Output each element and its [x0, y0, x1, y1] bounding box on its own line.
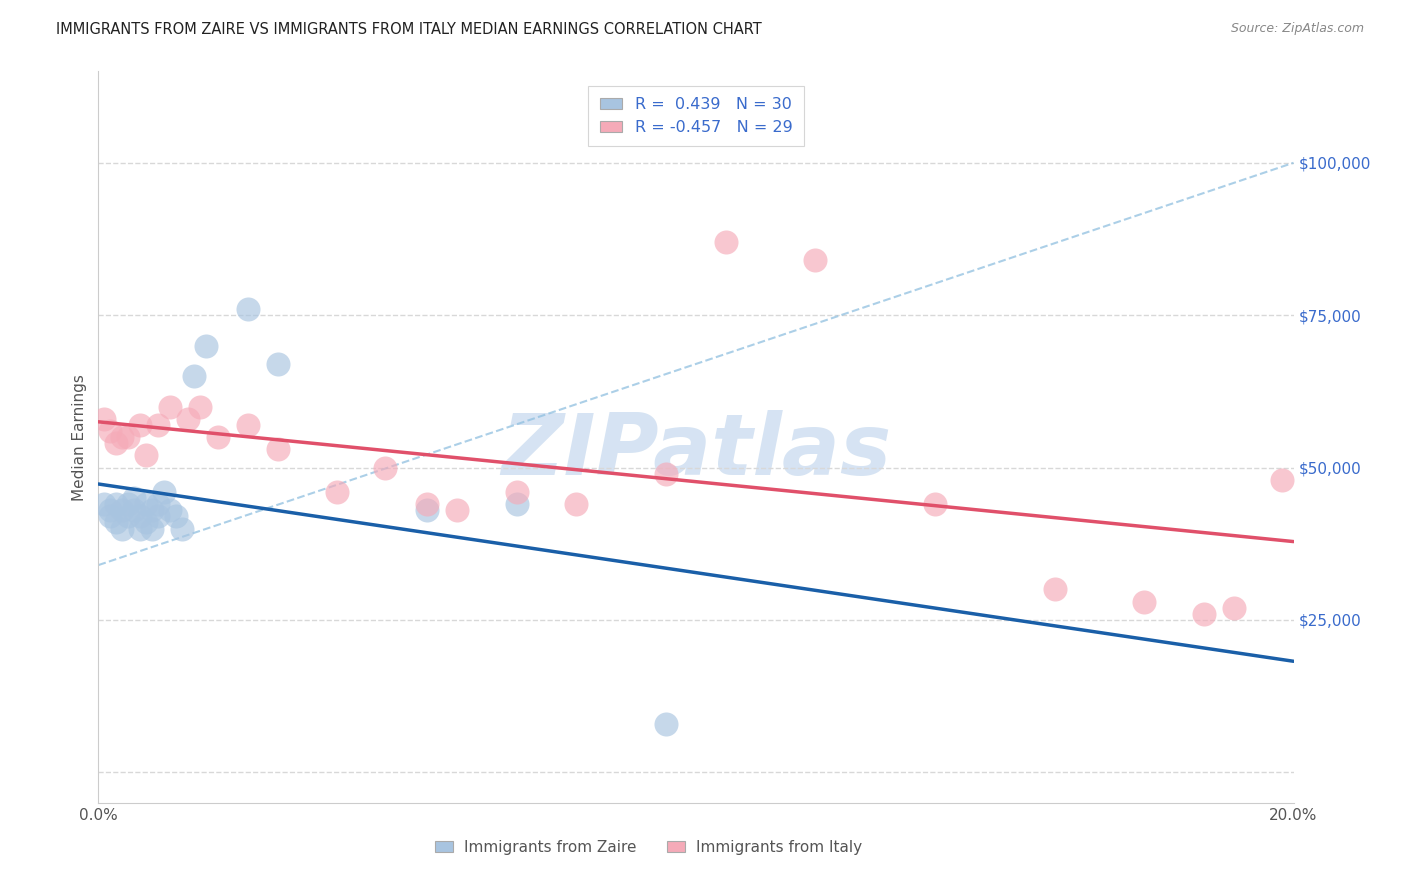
Point: [1192, 607, 1215, 621]
Point: [195, 338, 218, 352]
Point: [267, 357, 290, 371]
Point: [236, 301, 259, 317]
Point: [416, 503, 439, 517]
Point: [655, 716, 678, 731]
Point: [129, 417, 152, 432]
Point: [565, 497, 588, 511]
Point: [111, 521, 134, 535]
Point: [1271, 473, 1294, 487]
Point: [135, 448, 157, 462]
Point: [105, 497, 128, 511]
Point: [124, 503, 146, 517]
Point: [236, 417, 259, 432]
Point: [446, 503, 468, 517]
Point: [105, 436, 128, 450]
Text: IMMIGRANTS FROM ZAIRE VS IMMIGRANTS FROM ITALY MEDIAN EARNINGS CORRELATION CHART: IMMIGRANTS FROM ZAIRE VS IMMIGRANTS FROM…: [56, 22, 762, 37]
Point: [98, 509, 122, 524]
Point: [177, 412, 200, 426]
Y-axis label: Median Earnings: Median Earnings: [72, 374, 87, 500]
Point: [1223, 600, 1246, 615]
Point: [135, 516, 157, 530]
Point: [129, 521, 152, 535]
Point: [159, 503, 181, 517]
Point: [111, 430, 134, 444]
Point: [188, 400, 211, 414]
Point: [714, 235, 737, 249]
Legend: Immigrants from Zaire, Immigrants from Italy: Immigrants from Zaire, Immigrants from I…: [429, 834, 868, 861]
Point: [93, 412, 115, 426]
Point: [172, 521, 194, 535]
Point: [153, 485, 176, 500]
Point: [141, 503, 163, 517]
Point: [655, 467, 678, 481]
Point: [183, 369, 205, 384]
Point: [148, 509, 170, 524]
Point: [98, 424, 122, 438]
Point: [374, 460, 396, 475]
Point: [207, 430, 229, 444]
Point: [117, 430, 139, 444]
Point: [129, 509, 152, 524]
Point: [117, 509, 139, 524]
Text: Source: ZipAtlas.com: Source: ZipAtlas.com: [1230, 22, 1364, 36]
Point: [1043, 582, 1066, 597]
Point: [105, 516, 128, 530]
Point: [804, 253, 827, 268]
Point: [141, 521, 163, 535]
Point: [165, 509, 187, 524]
Point: [117, 497, 139, 511]
Point: [111, 503, 134, 517]
Point: [148, 417, 170, 432]
Point: [1133, 594, 1156, 608]
Point: [506, 497, 529, 511]
Point: [924, 497, 946, 511]
Point: [506, 485, 529, 500]
Point: [148, 497, 170, 511]
Point: [416, 497, 439, 511]
Point: [124, 491, 146, 505]
Point: [159, 400, 181, 414]
Point: [267, 442, 290, 457]
Point: [326, 485, 349, 500]
Text: ZIPatlas: ZIPatlas: [501, 410, 891, 493]
Point: [93, 497, 115, 511]
Point: [135, 497, 157, 511]
Point: [98, 503, 122, 517]
